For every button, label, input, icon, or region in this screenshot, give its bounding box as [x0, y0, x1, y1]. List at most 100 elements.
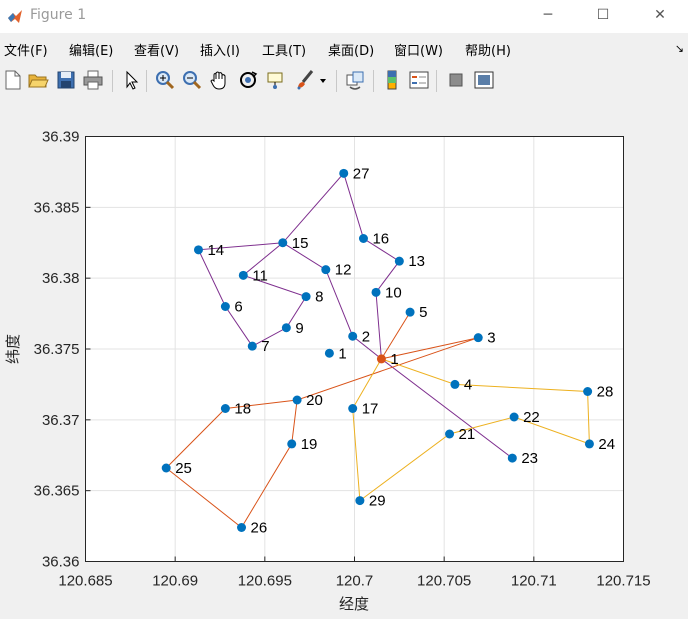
point-marker — [358, 234, 368, 243]
toolbar — [0, 64, 688, 96]
dock-arrow-icon[interactable]: ↘ — [674, 42, 684, 55]
point-marker — [220, 404, 230, 413]
menu-help[interactable]: 帮助(H) — [465, 44, 511, 59]
point-label: 4 — [464, 376, 472, 393]
new-figure-icon[interactable] — [2, 69, 24, 91]
open-file-icon[interactable] — [27, 69, 49, 91]
menu-tools[interactable]: 工具(T) — [262, 44, 307, 59]
point-label: 29 — [369, 493, 386, 510]
point-marker — [220, 302, 230, 311]
data-cursor-icon[interactable] — [265, 69, 287, 91]
legend-icon[interactable] — [408, 69, 430, 91]
point-marker — [348, 331, 358, 341]
point-label: 28 — [597, 384, 614, 401]
zoom-out-icon[interactable] — [181, 69, 203, 91]
y-tick-labels: 36.36 36.365 36.37 36.375 36.38 36.385 36.39 — [34, 129, 91, 571]
x-tick-label: 120.7 — [336, 573, 374, 590]
point-marker — [281, 323, 291, 333]
point-markers — [161, 168, 594, 532]
point-marker — [394, 256, 404, 266]
menu-desktop[interactable]: 桌面(D) — [328, 44, 375, 59]
point-label: 7 — [261, 338, 269, 355]
point-marker — [473, 333, 483, 343]
toolbar-separator — [112, 70, 113, 92]
x-tick-label: 120.685 — [58, 573, 112, 590]
y-tick-label: 36.385 — [34, 199, 80, 216]
point-label: 24 — [598, 436, 615, 453]
route-line-2 — [165, 311, 479, 529]
point-label: 18 — [234, 401, 251, 418]
point-label: 21 — [459, 426, 476, 443]
maximize-button[interactable]: ☐ — [580, 0, 626, 33]
point-marker — [405, 307, 415, 317]
point-label: 26 — [251, 520, 268, 537]
hide-plot-tools-icon[interactable] — [445, 69, 467, 91]
point-marker — [237, 523, 247, 532]
y-tick-label: 36.36 — [42, 554, 80, 571]
menu-view[interactable]: 查看(V) — [134, 44, 180, 59]
point-marker — [278, 238, 288, 248]
point-marker — [450, 379, 460, 389]
point-label: 10 — [385, 284, 402, 301]
point-marker — [247, 341, 257, 351]
route-line-3 — [352, 358, 590, 502]
menu-insert[interactable]: 插入(I) — [200, 44, 240, 59]
y-axis-label: 纬度 — [5, 334, 22, 364]
title-bar: Figure 1 ─ ☐ ✕ — [0, 0, 688, 33]
point-label: 25 — [175, 460, 192, 477]
x-tick-label: 120.71 — [511, 573, 557, 590]
toolbar-separator — [436, 70, 437, 92]
point-label: 22 — [523, 409, 540, 426]
figure-canvas: 1 2 3 4 5 6 7 8 9 10 11 12 13 14 15 16 17 18 19 20 21 22 23 24 2… — [0, 96, 688, 615]
x-axis-label: 经度 — [339, 596, 369, 613]
point-label: 15 — [292, 235, 309, 252]
brush-icon[interactable] — [294, 69, 316, 91]
menu-window[interactable]: 窗口(W) — [394, 44, 443, 59]
x-tick-label: 120.695 — [238, 573, 292, 590]
toolbar-separator — [373, 70, 374, 92]
point-marker — [583, 387, 593, 396]
point-label: 17 — [362, 401, 379, 418]
point-label: 2 — [362, 328, 370, 345]
rotate-3d-icon[interactable] — [237, 69, 259, 91]
minimize-icon: ─ — [543, 7, 553, 23]
colorbar-icon[interactable] — [381, 69, 403, 91]
menu-bar: 文件(F) 编辑(E) 查看(V) 插入(I) 工具(T) 桌面(D) 窗口(W… — [0, 36, 688, 60]
point-label: 5 — [419, 304, 427, 321]
link-plot-icon[interactable] — [344, 69, 366, 91]
point-marker — [193, 245, 203, 255]
y-tick-label: 36.375 — [34, 341, 80, 358]
x-tick-label: 120.715 — [596, 573, 650, 590]
point-label: 6 — [234, 299, 242, 316]
menu-file[interactable]: 文件(F) — [4, 44, 48, 59]
point-label: 11 — [252, 267, 268, 284]
zoom-in-icon[interactable] — [154, 69, 176, 91]
point-marker — [339, 168, 349, 178]
point-label: 27 — [353, 165, 370, 182]
x-tick-labels: 120.685 120.69 120.695 120.7 120.705 120.71 12… — [58, 556, 651, 590]
y-tick-label: 36.37 — [42, 412, 80, 429]
point-label: 3 — [487, 330, 495, 347]
close-button[interactable]: ✕ — [637, 0, 683, 33]
save-icon[interactable] — [55, 69, 77, 91]
depot-label: 1 — [390, 351, 398, 368]
toolbar-separator — [336, 70, 337, 92]
point-label: 23 — [521, 450, 538, 467]
y-tick-label: 36.38 — [42, 270, 80, 287]
edit-plot-arrow-icon[interactable] — [120, 69, 142, 91]
minimize-button[interactable]: ─ — [525, 0, 571, 33]
point-label: 19 — [301, 436, 318, 453]
brush-dropdown-icon[interactable] — [318, 69, 328, 91]
depot-marker — [376, 354, 386, 364]
maximize-icon: ☐ — [596, 7, 610, 23]
pan-hand-icon[interactable] — [208, 69, 230, 91]
print-icon[interactable] — [82, 69, 104, 91]
menu-edit[interactable]: 编辑(E) — [69, 44, 114, 59]
y-tick-label: 36.39 — [42, 129, 80, 146]
point-marker — [238, 270, 248, 280]
point-marker — [292, 395, 302, 405]
show-plot-tools-icon[interactable] — [473, 69, 495, 91]
matlab-logo-icon — [8, 10, 22, 23]
